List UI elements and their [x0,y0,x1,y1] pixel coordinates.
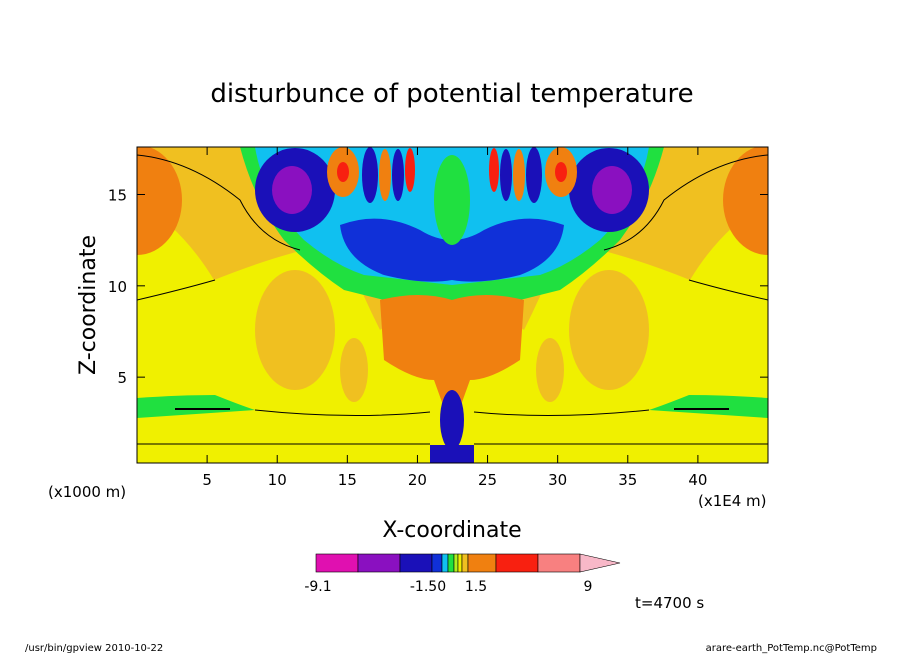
footer-left: /usr/bin/gpview 2010-10-22 [25,643,163,654]
colorbar-segment [357,553,401,573]
footer-right: arare-earth_PotTemp.nc@PotTemp [706,643,877,654]
x-tick-label: 25 [478,471,497,489]
upper-oscillations [327,147,577,245]
central-blue-jet [440,390,464,450]
lobe-orange-right-edge [723,147,768,255]
lobe-small-right [536,338,564,402]
colorbar-label: -1.50 [410,579,446,595]
colorbar-label: 9 [584,579,593,595]
plot-frame [136,146,769,464]
bottom-center-blue [430,445,474,463]
colorbar [315,553,621,573]
chart-title: disturbunce of potential temperature [210,79,693,109]
x-unit-left: (x1000 m) [48,483,126,501]
y-axis-label: Z-coordinate [76,235,101,375]
y-axis-ticks: 5 10 15 [108,186,768,387]
x-tick-label: 40 [688,471,707,489]
x-tick-label: 15 [338,471,357,489]
core-purple-left [272,166,312,214]
y-tick-label: 10 [108,278,127,296]
lobe-orange-light-mid-left [255,270,335,390]
x-tick-label: 10 [268,471,287,489]
x-tick-label: 20 [408,471,427,489]
y-tick-label: 15 [108,186,127,204]
colorbar-labels: -9.1 -1.50 1.5 9 [304,579,592,595]
lobe-orange-light-mid-right [569,270,649,390]
y-tick-label: 5 [117,369,127,387]
x-tick-label: 5 [202,471,212,489]
x-tick-label: 35 [618,471,637,489]
colorbar-segment [457,553,463,573]
colorbar-label: -9.1 [304,579,331,595]
colorbar-segment [431,553,443,573]
central-orange-mass [380,295,524,430]
colorbar-segment [537,553,581,573]
lobe-small-left [340,338,368,402]
band-blue-mid [340,218,564,282]
colorbar-segment [461,553,469,573]
colorbar-label: 1.5 [465,579,487,595]
contour-field [137,147,768,463]
x-unit-right: (x1E4 m) [698,492,767,510]
band-green-lower-right [649,395,768,418]
band-green-lower-left [137,395,255,418]
lobe-orange-left-edge [137,147,182,255]
time-label: t=4700 s [635,594,704,612]
colorbar-segment [467,553,497,573]
core-purple-right [592,166,632,214]
contour-lines [137,154,768,445]
colorbar-segment [453,553,459,573]
x-axis-ticks: 5 10 15 20 25 30 35 40 [202,147,707,489]
colorbar-segment [441,553,449,573]
colorbar-segment [315,553,359,573]
x-axis-label: X-coordinate [382,518,521,543]
colorbar-arrow [579,553,621,573]
colorbar-segment [495,553,539,573]
colorbar-segment [447,553,455,573]
x-tick-label: 30 [548,471,567,489]
colorbar-segment [399,553,433,573]
